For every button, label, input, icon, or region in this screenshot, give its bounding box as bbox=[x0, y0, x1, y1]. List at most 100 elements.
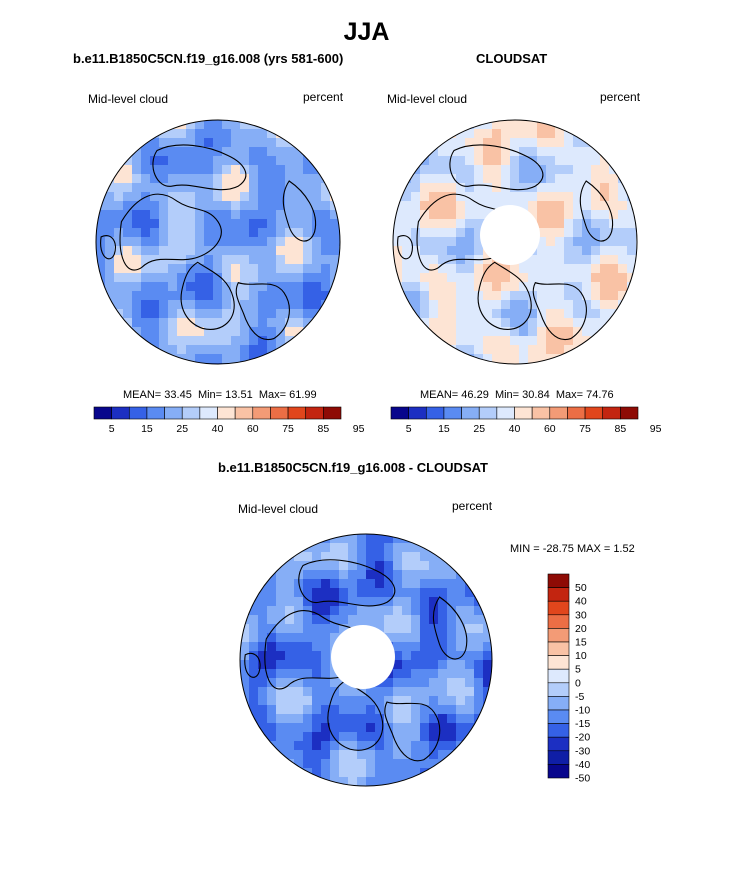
map-cell bbox=[600, 156, 610, 166]
map-cell bbox=[276, 669, 286, 679]
map-cell bbox=[249, 228, 259, 238]
map-cell bbox=[438, 183, 448, 193]
map-cell bbox=[168, 291, 178, 301]
map-cell bbox=[600, 291, 610, 301]
panel2-colorbar-swatch bbox=[602, 406, 621, 420]
map-cell bbox=[177, 192, 187, 202]
map-cell bbox=[429, 588, 439, 598]
map-cell bbox=[339, 624, 349, 634]
map-cell bbox=[267, 354, 277, 364]
map-cell bbox=[420, 714, 430, 724]
map-cell bbox=[267, 210, 277, 220]
map-cell bbox=[402, 192, 412, 202]
map-cell bbox=[366, 777, 376, 786]
map-cell bbox=[123, 183, 133, 193]
map-cell bbox=[510, 192, 520, 202]
map-cell bbox=[168, 318, 178, 328]
map-cell bbox=[159, 120, 169, 130]
map-cell bbox=[456, 579, 466, 589]
map-cell bbox=[195, 138, 205, 148]
map-cell bbox=[249, 210, 259, 220]
map-cell bbox=[420, 300, 430, 310]
map-cell bbox=[447, 624, 457, 634]
map-cell bbox=[447, 579, 457, 589]
map-cell bbox=[537, 363, 547, 364]
map-cell bbox=[393, 669, 403, 679]
map-cell bbox=[114, 210, 124, 220]
map-cell bbox=[348, 543, 358, 553]
map-cell bbox=[258, 723, 268, 733]
map-cell bbox=[366, 561, 376, 571]
map-cell bbox=[294, 318, 304, 328]
map-cell bbox=[429, 165, 439, 175]
map-cell bbox=[231, 246, 241, 256]
map-cell bbox=[294, 264, 304, 274]
coastline bbox=[282, 180, 317, 242]
map-cell bbox=[231, 354, 241, 364]
map-cell bbox=[276, 714, 286, 724]
map-cell bbox=[339, 606, 349, 616]
map-cell bbox=[267, 687, 277, 697]
map-cell bbox=[528, 165, 538, 175]
map-cell bbox=[294, 210, 304, 220]
map-cell bbox=[321, 273, 331, 283]
map-cell bbox=[276, 759, 286, 769]
map-cell bbox=[618, 165, 628, 175]
map-cell bbox=[168, 237, 178, 247]
map-cell bbox=[465, 678, 475, 688]
map-cell bbox=[348, 723, 358, 733]
map-cell bbox=[204, 129, 214, 139]
map-cell bbox=[159, 246, 169, 256]
map-cell bbox=[321, 624, 331, 634]
map-cell bbox=[168, 174, 178, 184]
panel1-colorbar-tick-label: 5 bbox=[109, 423, 115, 435]
map-cell bbox=[312, 687, 322, 697]
map-cell bbox=[267, 741, 277, 751]
map-cell bbox=[618, 183, 628, 193]
map-cell bbox=[447, 606, 457, 616]
map-cell bbox=[438, 282, 448, 292]
map-cell bbox=[285, 345, 295, 355]
map-cell bbox=[573, 174, 583, 184]
map-cell bbox=[285, 174, 295, 184]
map-cell bbox=[429, 669, 439, 679]
map-cell bbox=[618, 228, 628, 238]
map-cell bbox=[321, 660, 331, 670]
map-cell bbox=[276, 678, 286, 688]
map-cell bbox=[582, 174, 592, 184]
map-cell bbox=[159, 210, 169, 220]
map-cell bbox=[114, 174, 124, 184]
map-cell bbox=[186, 192, 196, 202]
map-cell bbox=[510, 327, 520, 337]
coastline bbox=[244, 652, 261, 678]
map-cell bbox=[321, 570, 331, 580]
map-cell bbox=[375, 543, 385, 553]
map-cell bbox=[258, 705, 268, 715]
map-cell bbox=[519, 336, 529, 346]
map-cell bbox=[447, 210, 457, 220]
panel1-stats: MEAN= 33.45 Min= 13.51 Max= 61.99 bbox=[123, 389, 317, 401]
map-cell bbox=[312, 228, 322, 238]
map-cell bbox=[528, 273, 538, 283]
map-cell bbox=[519, 327, 529, 337]
map-cell bbox=[321, 219, 331, 229]
map-cell bbox=[384, 750, 394, 760]
map-cell bbox=[258, 255, 268, 265]
map-cell bbox=[321, 714, 331, 724]
map-cell bbox=[339, 714, 349, 724]
map-cell bbox=[591, 264, 601, 274]
map-cell bbox=[150, 291, 160, 301]
map-cell bbox=[312, 669, 322, 679]
map-cell bbox=[591, 192, 601, 202]
map-cell bbox=[456, 678, 466, 688]
map-cell bbox=[213, 183, 223, 193]
map-cell bbox=[249, 156, 259, 166]
map-cell bbox=[384, 777, 394, 786]
map-cell bbox=[546, 282, 556, 292]
map-cell bbox=[420, 534, 430, 544]
map-cell bbox=[303, 237, 313, 247]
map-cell bbox=[429, 696, 439, 706]
map-cell bbox=[555, 282, 565, 292]
map-cell bbox=[249, 201, 259, 211]
map-cell bbox=[402, 705, 412, 715]
